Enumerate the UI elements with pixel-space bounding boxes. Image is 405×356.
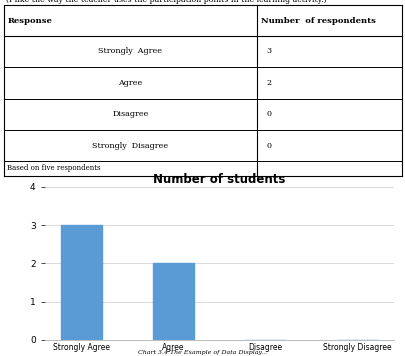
Text: Disagree: Disagree <box>112 110 148 118</box>
Bar <box>60 225 102 340</box>
Text: Chart 3.4 The Example of Data Display...: Chart 3.4 The Example of Data Display... <box>138 350 267 355</box>
Title: Number of students: Number of students <box>153 173 285 186</box>
Text: 0: 0 <box>266 142 271 150</box>
Text: 2: 2 <box>266 79 271 87</box>
Bar <box>152 263 194 340</box>
Text: 0: 0 <box>266 110 271 118</box>
Text: Number  of respondents: Number of respondents <box>260 16 375 25</box>
Text: Based on five respondents: Based on five respondents <box>7 164 100 172</box>
Text: Strongly  Disagree: Strongly Disagree <box>92 142 168 150</box>
Text: Strongly  Agree: Strongly Agree <box>98 47 162 56</box>
Text: (I like the way the teacher uses the participation points in the learning activi: (I like the way the teacher uses the par… <box>6 0 326 4</box>
Text: Agree: Agree <box>118 79 142 87</box>
Text: 3: 3 <box>266 47 271 56</box>
Text: Response: Response <box>8 16 53 25</box>
